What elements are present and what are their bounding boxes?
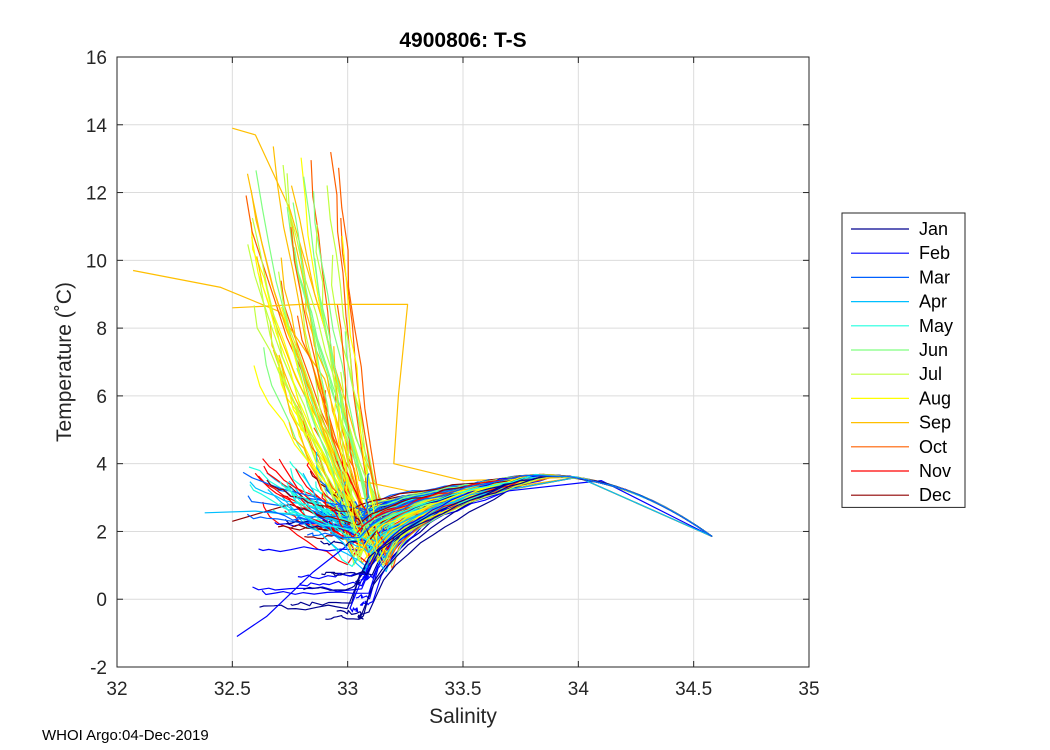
footer-text: WHOI Argo:04-Dec-2019 xyxy=(42,727,209,744)
y-tick-label: 14 xyxy=(86,116,108,137)
legend-label-jan: Jan xyxy=(919,219,948,239)
legend-box xyxy=(841,212,966,508)
y-tick-label: 4 xyxy=(96,455,107,476)
x-tick-label: 35 xyxy=(798,679,819,700)
legend-label-nov: Nov xyxy=(919,461,951,481)
legend-label-jun: Jun xyxy=(919,340,948,360)
legend-label-oct: Oct xyxy=(919,437,947,457)
legend-label-dec: Dec xyxy=(919,485,951,505)
legend-label-mar: Mar xyxy=(919,267,950,287)
chart-title: 4900806: T-S xyxy=(399,29,526,52)
x-tick-label: 33.5 xyxy=(445,679,482,700)
legend-label-feb: Feb xyxy=(919,243,950,263)
profile-aug xyxy=(300,157,713,556)
y-tick-label: 6 xyxy=(96,387,107,408)
legend-label-aug: Aug xyxy=(919,388,951,408)
y-tick-label: 2 xyxy=(96,522,107,543)
legend-label-sep: Sep xyxy=(919,413,951,433)
x-tick-label: 33 xyxy=(337,679,358,700)
grid-lines xyxy=(117,57,809,667)
y-tick-label: 16 xyxy=(86,48,107,69)
y-tick-label: 8 xyxy=(96,319,107,340)
y-tick-label: 10 xyxy=(86,251,107,272)
x-tick-label: 34 xyxy=(568,679,590,700)
profile-lines xyxy=(132,127,713,637)
x-tick-label: 32.5 xyxy=(214,679,251,700)
x-tick-label: 34.5 xyxy=(675,679,712,700)
legend: Jan Feb Mar Apr May Jun Jul Aug Sep Oct Nov Dec xyxy=(841,212,966,508)
y-tick-label: -2 xyxy=(90,658,107,679)
x-tick-label: 32 xyxy=(106,679,127,700)
profile-jun xyxy=(314,258,713,537)
y-tick-label: 0 xyxy=(96,590,107,611)
profile-mar xyxy=(306,474,713,539)
legend-label-may: May xyxy=(919,316,953,336)
legend-label-apr: Apr xyxy=(919,292,947,312)
x-axis-label: Salinity xyxy=(429,705,497,728)
y-tick-label: 12 xyxy=(86,184,107,205)
axis-ticks: 32 32.5 33 33.5 34 34.5 35 -2 0 2 4 6 8 10 12 14 16 xyxy=(86,48,820,700)
y-axis-label: Temperature (˚C) xyxy=(53,282,76,442)
legend-label-jul: Jul xyxy=(919,364,942,384)
